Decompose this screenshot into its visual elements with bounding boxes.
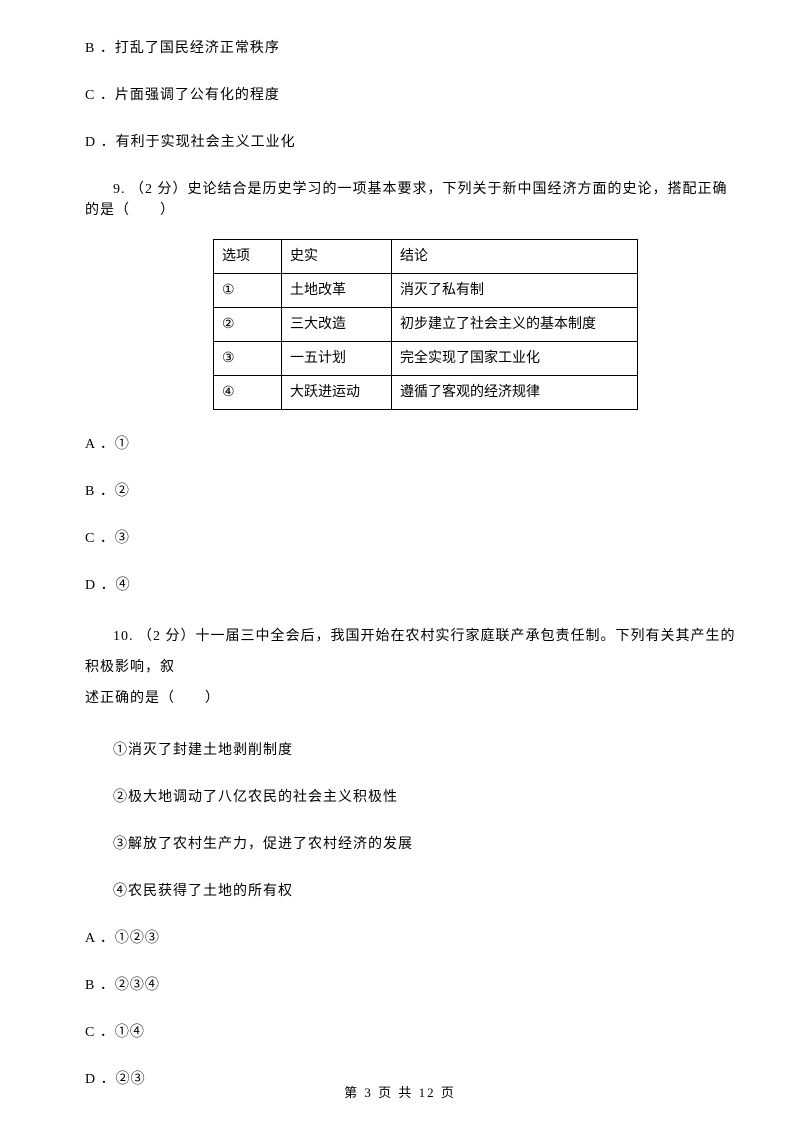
q10-stem-line1: 10. （2 分）十一届三中全会后，我国开始在农村实行家庭联产承包责任制。下列有… bbox=[85, 629, 736, 675]
q10-option-a: A ．①②③ bbox=[85, 928, 740, 949]
cell: 完全实现了国家工业化 bbox=[392, 342, 638, 376]
q8-option-c: C ．片面强调了公有化的程度 bbox=[85, 85, 740, 106]
page-footer: 第 3 页 共 12 页 bbox=[0, 1083, 800, 1103]
cell: 消灭了私有制 bbox=[392, 274, 638, 308]
th-option: 选项 bbox=[214, 240, 282, 274]
q9-option-d: D ．④ bbox=[85, 575, 740, 596]
cell: ④ bbox=[214, 376, 282, 410]
q9-option-c: C ．③ bbox=[85, 528, 740, 549]
q10-option-b: B ．②③④ bbox=[85, 975, 740, 996]
th-conclusion: 结论 bbox=[392, 240, 638, 274]
q9-option-b: B ．② bbox=[85, 481, 740, 502]
table-row: ① 土地改革 消灭了私有制 bbox=[214, 274, 638, 308]
q8-option-b: B ．打乱了国民经济正常秩序 bbox=[85, 38, 740, 59]
cell: 土地改革 bbox=[282, 274, 392, 308]
cell: 大跃进运动 bbox=[282, 376, 392, 410]
cell: 一五计划 bbox=[282, 342, 392, 376]
q10-stem: 10. （2 分）十一届三中全会后，我国开始在农村实行家庭联产承包责任制。下列有… bbox=[85, 622, 740, 714]
cell: 遵循了客观的经济规律 bbox=[392, 376, 638, 410]
table-row: ④ 大跃进运动 遵循了客观的经济规律 bbox=[214, 376, 638, 410]
cell: ③ bbox=[214, 342, 282, 376]
table-row: ② 三大改造 初步建立了社会主义的基本制度 bbox=[214, 308, 638, 342]
q10-sub1: ①消灭了封建土地剥削制度 bbox=[85, 740, 740, 761]
cell: 三大改造 bbox=[282, 308, 392, 342]
table-row: ③ 一五计划 完全实现了国家工业化 bbox=[214, 342, 638, 376]
q9-table: 选项 史实 结论 ① 土地改革 消灭了私有制 ② 三大改造 初步建立了社会主义的… bbox=[213, 239, 638, 410]
cell: ① bbox=[214, 274, 282, 308]
q10-option-c: C ．①④ bbox=[85, 1022, 740, 1043]
table-header-row: 选项 史实 结论 bbox=[214, 240, 638, 274]
cell: ② bbox=[214, 308, 282, 342]
th-fact: 史实 bbox=[282, 240, 392, 274]
q10-stem-line2: 述正确的是（ ） bbox=[85, 691, 220, 706]
q9-stem: 9. （2 分）史论结合是历史学习的一项基本要求，下列关于新中国经济方面的史论，… bbox=[85, 179, 740, 221]
q10-sub3: ③解放了农村生产力，促进了农村经济的发展 bbox=[85, 834, 740, 855]
q8-option-d: D ．有利于实现社会主义工业化 bbox=[85, 132, 740, 153]
q10-sub2: ②极大地调动了八亿农民的社会主义积极性 bbox=[85, 787, 740, 808]
q9-option-a: A ．① bbox=[85, 434, 740, 455]
q10-sub4: ④农民获得了土地的所有权 bbox=[85, 881, 740, 902]
cell: 初步建立了社会主义的基本制度 bbox=[392, 308, 638, 342]
